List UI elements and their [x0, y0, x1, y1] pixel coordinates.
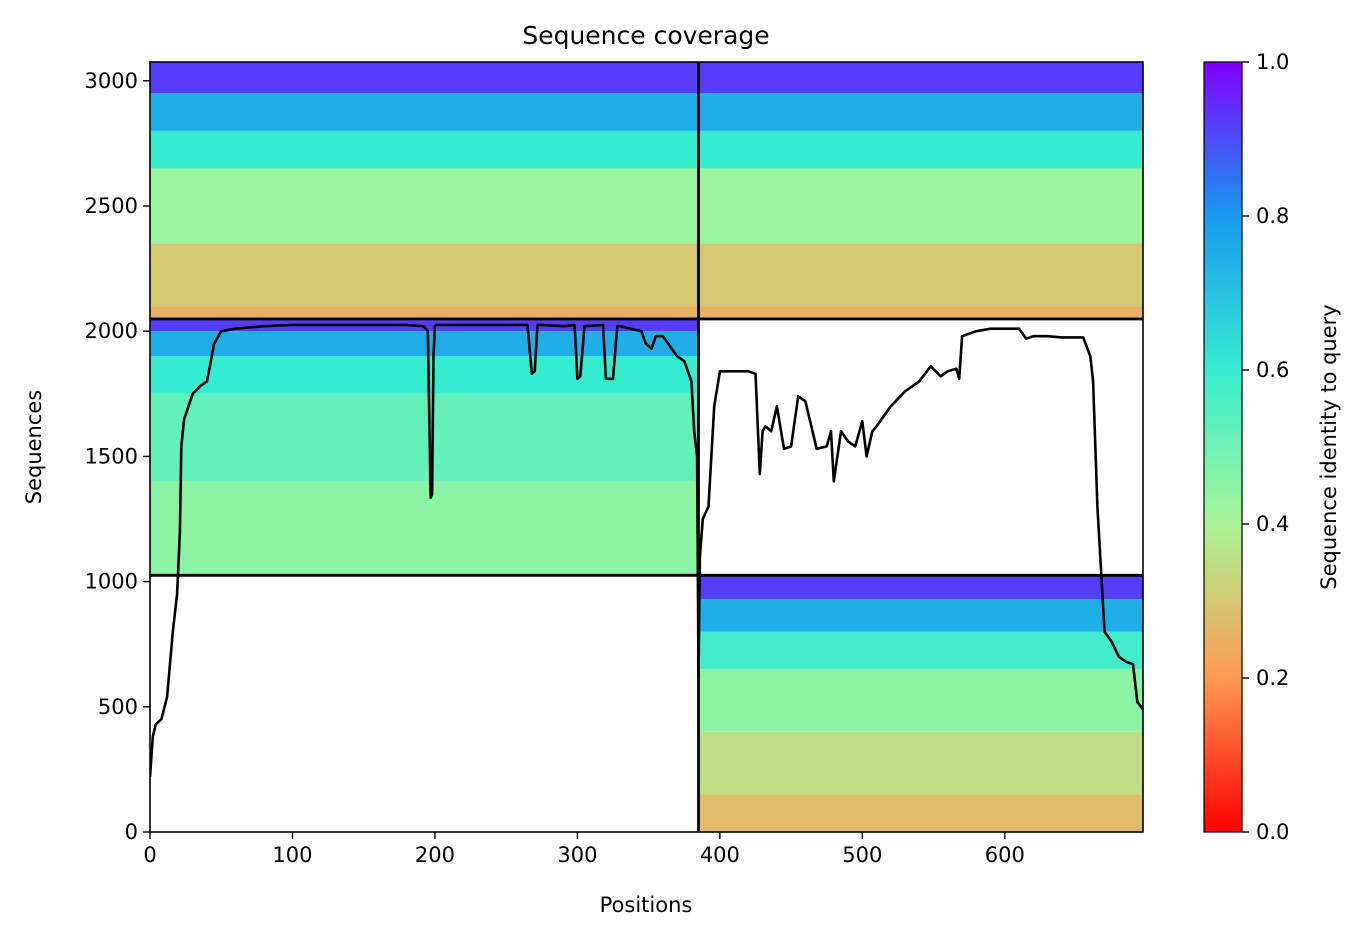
identity-band: [150, 168, 699, 244]
identity-band: [698, 62, 1143, 94]
colorbar-label: Sequence identity to query: [1317, 304, 1341, 589]
colorbar-tick-label: 0.8: [1256, 204, 1289, 228]
colorbar-tick-label: 1.0: [1256, 50, 1289, 74]
x-tick-label: 400: [700, 843, 740, 867]
identity-band: [698, 794, 1143, 832]
identity-band: [698, 599, 1143, 632]
colorbar-tick-label: 0.4: [1256, 512, 1289, 536]
identity-band: [150, 130, 699, 169]
y-tick-label: 500: [98, 695, 138, 719]
y-tick-label: 3000: [85, 69, 138, 93]
identity-band: [150, 331, 699, 357]
identity-band: [150, 306, 699, 319]
identity-band: [150, 393, 699, 482]
identity-band: [698, 306, 1143, 319]
block-top-right: [698, 62, 1143, 319]
identity-band: [150, 93, 699, 131]
identity-band: [698, 575, 1143, 600]
y-tick-label: 1500: [85, 444, 138, 468]
identity-band: [698, 168, 1143, 244]
identity-band: [150, 318, 699, 332]
identity-band: [150, 481, 699, 576]
x-tick-label: 500: [842, 843, 882, 867]
identity-band: [698, 631, 1143, 670]
colorbar-tick-label: 0.2: [1256, 666, 1289, 690]
block-top-left: [150, 62, 699, 319]
y-tick-label: 2500: [85, 194, 138, 218]
y-tick-label: 0: [125, 820, 138, 844]
y-tick-label: 1000: [85, 570, 138, 594]
identity-band: [698, 93, 1143, 131]
identity-band: [698, 669, 1143, 732]
identity-band: [150, 243, 699, 307]
plot-frame: [149, 61, 1144, 833]
colorbar-tick-label: 0.6: [1256, 358, 1289, 382]
x-tick-label: 0: [143, 843, 156, 867]
x-tick-label: 100: [272, 843, 312, 867]
colorbar-tick-label: 0.0: [1256, 820, 1289, 844]
x-tick-label: 300: [557, 843, 597, 867]
identity-band: [698, 731, 1143, 795]
y-tick-label: 2000: [85, 319, 138, 343]
x-axis-label: Positions: [600, 893, 693, 917]
chart-title: Sequence coverage: [522, 21, 769, 50]
coverage-line: [150, 323, 1143, 777]
block-bottom-right: [698, 575, 1143, 832]
block-middle-left: [150, 318, 699, 576]
colorbar: [1203, 61, 1243, 833]
y-axis-label: Sequences: [22, 390, 46, 505]
identity-band: [698, 243, 1143, 307]
identity-band: [698, 130, 1143, 169]
identity-band: [150, 62, 699, 94]
x-tick-label: 600: [985, 843, 1025, 867]
identity-band: [150, 356, 699, 394]
x-tick-label: 200: [415, 843, 455, 867]
